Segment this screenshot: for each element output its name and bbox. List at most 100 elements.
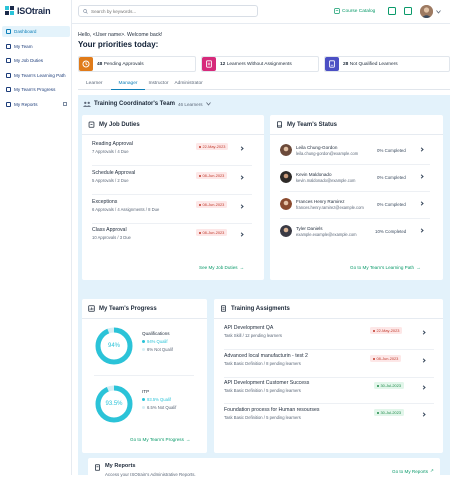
team-icon: [6, 43, 11, 49]
assignment-title: Foundation process for Human resourses: [224, 407, 320, 413]
chart-icon: [88, 305, 95, 312]
list-item[interactable]: Frances Henry Ramirez frances.henry.ramir…: [280, 195, 430, 213]
list-item[interactable]: Leila Chung-Gordon leila.chung-gordon@exa…: [280, 141, 430, 159]
donut-legend: Qualifications 94% Qualif 6% Not Qualif: [142, 331, 173, 352]
chevron-right-icon: [419, 201, 424, 206]
donut-qualifications: [95, 327, 133, 365]
person-name: Frances Henry Ramirez: [296, 198, 345, 204]
tab-manager[interactable]: Manager: [110, 80, 146, 90]
tab-administrator[interactable]: Administrator: [174, 81, 203, 86]
team-selector[interactable]: Training Coordinator's Team 46 Learners: [83, 101, 211, 107]
course-catalog-label: Course Catalog: [342, 8, 376, 14]
external-link-icon: ↗: [430, 468, 434, 473]
list-item[interactable]: Reading Approval 7 Approvals / 4 Due 22-…: [92, 141, 247, 161]
person-name: Leila Chung-Gordon: [296, 144, 338, 150]
sidebar-item-my-job-duties[interactable]: My Job Duties: [2, 55, 70, 66]
donut-center-value: 94%: [107, 343, 120, 349]
list-item[interactable]: Tyler Daniels example.example@example.com…: [280, 222, 430, 240]
course-catalog-link[interactable]: Course Catalog: [334, 8, 375, 14]
assignment-sub: Task Basic Definition / 5 pending learne…: [224, 388, 301, 393]
reports-icon: [95, 464, 100, 471]
page-title: Your priorities today:: [78, 40, 159, 49]
reports-icon: [6, 101, 11, 107]
legend-qualif: 94% Qualif: [147, 339, 168, 344]
list-item[interactable]: Advanced local manufacturin - test 2 Tas…: [224, 353, 434, 373]
search-box[interactable]: [78, 5, 258, 17]
divider: [92, 194, 252, 195]
duty-title: Reading Approval: [92, 141, 133, 147]
avatar: [280, 144, 292, 156]
divider: [224, 403, 434, 404]
list-item[interactable]: API Development Customer Success Task Ba…: [224, 380, 434, 400]
avatar[interactable]: [420, 5, 433, 18]
sidebar-item-my-team[interactable]: My Team: [2, 41, 70, 52]
list-item[interactable]: Foundation process for Human resourses T…: [224, 407, 434, 427]
assignment-title: API Development Customer Success: [224, 380, 310, 386]
legend-dot-not-qualif: [142, 406, 145, 409]
role-tabs: Learner Manager Instructor Administrator: [78, 80, 450, 90]
donut-chart: 93.5%: [94, 384, 134, 424]
assignment-title: Advanced local manufacturin - test 2: [224, 353, 308, 359]
list-item[interactable]: API Development QA Task Skill / 12 pendi…: [224, 325, 434, 345]
person-name: Tyler Daniels: [296, 225, 323, 231]
sidebar-item-team-progress[interactable]: My Team's Progress: [2, 84, 70, 95]
due-badge: 08-Jun-2023: [196, 201, 228, 208]
divider: [92, 223, 252, 224]
duty-title: Exceptions: [92, 199, 118, 205]
clock-icon: [79, 57, 93, 71]
chevron-down-icon[interactable]: [436, 10, 441, 14]
list-item[interactable]: Exceptions 6 Approvals / 4 Assignments /…: [92, 199, 247, 219]
catalog-icon: [334, 8, 340, 14]
cart-icon[interactable]: [404, 7, 412, 15]
donut-arc-qualif: [95, 385, 133, 423]
team-status-card: My Team's Status Leila Chung-Gordon leila…: [270, 115, 443, 280]
avatar: [280, 198, 292, 210]
donut-title: ITP: [142, 389, 150, 394]
team-learning-path-link[interactable]: Go to My Team's Learning Path →: [350, 265, 421, 270]
document-icon: [202, 57, 216, 71]
priority-card-learners-without-assignments[interactable]: 12 Learners Without Assignments: [201, 56, 319, 72]
team-learner-count: 46 Learners: [178, 101, 203, 107]
divider: [92, 165, 252, 166]
assignment-sub: Task Skill / 12 pending learners: [224, 333, 282, 338]
list-item[interactable]: Kevin Maldonado kevin.maldonado@example.c…: [280, 168, 430, 186]
sidebar-item-learning-path[interactable]: My Team's Learning Path: [2, 70, 70, 81]
external-link-icon: [63, 101, 67, 106]
tab-instructor[interactable]: Instructor: [148, 81, 169, 86]
bookmark-icon[interactable]: [388, 7, 396, 15]
duty-sub: 7 Approvals / 4 Due: [92, 149, 129, 154]
avatar: [280, 171, 292, 183]
my-reports-link[interactable]: Go to My Reports ↗: [392, 468, 434, 474]
priority-card-pending-approvals[interactable]: 48 Pending Approvals: [78, 56, 196, 72]
divider: [214, 318, 443, 319]
tab-learner[interactable]: Learner: [86, 81, 103, 86]
search-input[interactable]: [91, 8, 251, 14]
person-email: frances.henry.ramirez@example.com: [296, 204, 364, 210]
sidebar-item-my-reports[interactable]: My Reports: [2, 99, 70, 110]
list-item[interactable]: Schedule Approval 5 Approvals / 2 Due 08…: [92, 170, 247, 190]
duty-sub: 5 Approvals / 2 Due: [92, 178, 129, 183]
divider: [224, 349, 434, 350]
team-icon: [83, 101, 91, 107]
team-title: Training Coordinator's Team: [94, 101, 175, 107]
greeting: Hello, <User name>. Welcome back!: [78, 32, 163, 38]
donut-center-value: 93.5%: [105, 401, 123, 407]
card-title: Training Assigments: [231, 305, 290, 312]
see-job-duties-link[interactable]: See My Job Duties →: [199, 265, 245, 270]
arrow-right-icon: →: [416, 265, 421, 270]
card-title: My Team's Status: [287, 121, 337, 128]
search-icon: [83, 8, 88, 14]
duties-icon: [6, 58, 11, 63]
duty-sub: 6 Approvals / 4 Assignments / 8 Due: [92, 207, 160, 212]
logo[interactable]: ISOtrain: [5, 5, 51, 17]
list-item[interactable]: Class Approval 10 Approvals / 3 Due 08-J…: [92, 227, 247, 247]
sidebar-item-dashboard[interactable]: Dashboard: [2, 26, 70, 37]
assignment-sub: Task Basic Definition / 5 pending learne…: [224, 415, 301, 420]
arrow-right-icon: →: [239, 265, 245, 270]
priority-count: 28: [343, 61, 349, 67]
team-progress-link[interactable]: Go to My Team's Progress →: [130, 437, 191, 442]
sidebar-item-label: Dashboard: [14, 29, 37, 34]
divider: [82, 134, 264, 135]
priority-card-not-qualified[interactable]: 28 Not Qualified Learners: [324, 56, 450, 72]
donut-legend: ITP 93.5% Qualif 6.5% Not Qualif: [142, 389, 176, 410]
